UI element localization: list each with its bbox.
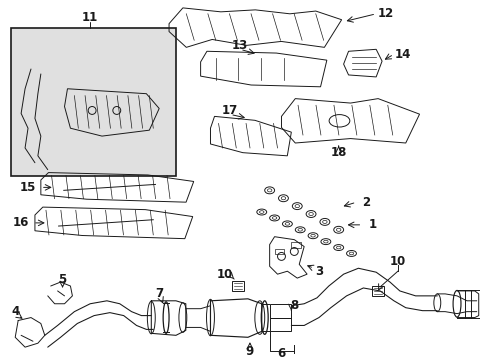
Text: 8: 8 xyxy=(289,299,298,312)
Text: 12: 12 xyxy=(377,7,393,20)
Text: 9: 9 xyxy=(245,345,254,357)
Text: 4: 4 xyxy=(11,305,20,318)
Text: 3: 3 xyxy=(314,265,323,278)
Text: 14: 14 xyxy=(394,48,410,61)
Bar xyxy=(269,304,291,318)
Text: 6: 6 xyxy=(277,347,285,360)
Text: 18: 18 xyxy=(330,147,346,159)
Bar xyxy=(291,242,301,248)
Bar xyxy=(11,28,176,176)
Bar xyxy=(232,281,244,291)
Text: 2: 2 xyxy=(362,196,369,209)
Text: 11: 11 xyxy=(82,11,98,24)
Bar xyxy=(274,248,284,255)
Text: 15: 15 xyxy=(20,181,36,194)
Text: 13: 13 xyxy=(231,39,248,52)
Bar xyxy=(371,286,383,296)
Text: 7: 7 xyxy=(155,287,163,300)
Text: 17: 17 xyxy=(222,104,238,117)
Bar xyxy=(269,318,291,331)
Text: 5: 5 xyxy=(58,273,66,285)
Text: 10: 10 xyxy=(217,268,233,281)
Text: 1: 1 xyxy=(368,219,377,231)
Text: 16: 16 xyxy=(13,216,29,229)
Text: 10: 10 xyxy=(389,255,405,268)
